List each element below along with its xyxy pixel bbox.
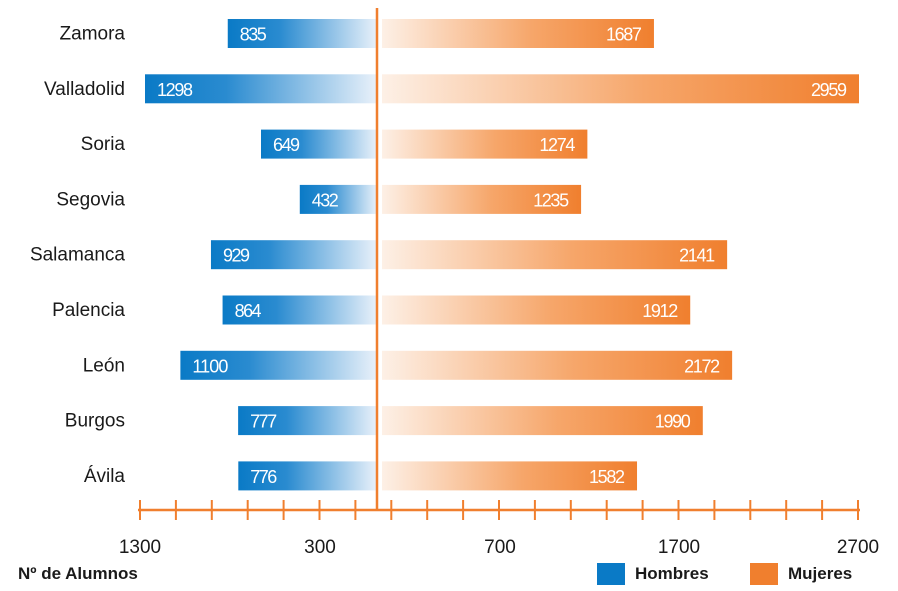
category-label-leon: León (83, 355, 125, 376)
data-label-hombres-avila: 776 (250, 467, 277, 487)
bar-hombres-segovia (299, 184, 377, 214)
category-label-avila: Ávila (84, 466, 126, 487)
category-label-burgos: Burgos (65, 411, 125, 432)
x-axis-title: Nº de Alumnos (18, 564, 138, 583)
legend-swatch-hombres (597, 563, 625, 585)
data-label-hombres-segovia: 432 (312, 190, 339, 210)
x-tick-label: 2700 (837, 537, 879, 558)
bar-hombres-soria (261, 129, 377, 159)
data-label-hombres-leon: 1100 (192, 356, 228, 376)
bar-hombres-palencia (222, 295, 377, 325)
legend-label-mujeres: Mujeres (788, 564, 853, 583)
data-label-mujeres-valladolid: 2959 (811, 80, 847, 100)
category-label-palencia: Palencia (52, 300, 125, 321)
data-label-mujeres-avila: 1582 (589, 467, 625, 487)
legend-swatch-mujeres (750, 563, 778, 585)
bar-mujeres-segovia (382, 184, 582, 214)
category-label-zamora: Zamora (60, 24, 126, 45)
data-label-mujeres-segovia: 1235 (533, 190, 569, 210)
legend-item-mujeres: Mujeres (750, 563, 852, 585)
category-label-soria: Soria (81, 134, 126, 155)
bar-mujeres-leon (382, 350, 733, 380)
bar-mujeres-salamanca (382, 240, 728, 270)
bar-mujeres-palencia (382, 295, 691, 325)
data-label-mujeres-burgos: 1990 (655, 412, 691, 432)
legend-label-hombres: Hombres (635, 564, 709, 583)
category-label-valladolid: Valladolid (44, 79, 125, 100)
bar-hombres-valladolid (145, 74, 377, 104)
bar-mujeres-avila (382, 461, 638, 491)
bar-hombres-leon (180, 350, 377, 380)
bar-hombres-avila (238, 461, 377, 491)
bar-mujeres-zamora (382, 19, 654, 48)
data-label-hombres-valladolid: 1298 (157, 80, 193, 100)
bar-mujeres-soria (382, 129, 588, 159)
data-label-mujeres-salamanca: 2141 (679, 246, 715, 266)
data-label-mujeres-palencia: 1912 (642, 301, 678, 321)
data-label-hombres-burgos: 777 (250, 412, 277, 432)
bar-hombres-salamanca (210, 240, 377, 270)
x-tick-label: 1300 (119, 537, 161, 558)
data-label-mujeres-leon: 2172 (684, 356, 720, 376)
legend-item-hombres: Hombres (597, 563, 709, 585)
bar-hombres-burgos (238, 406, 377, 436)
data-label-hombres-palencia: 864 (235, 301, 262, 321)
data-label-hombres-zamora: 835 (240, 25, 267, 45)
category-label-segovia: Segovia (56, 189, 125, 210)
chart: Zamora 835 1687 Valladolid 1298 2959 Soria 649 1… (30, 8, 879, 558)
bar-mujeres-burgos (382, 406, 703, 436)
x-tick-label: 700 (484, 537, 516, 558)
data-label-hombres-soria: 649 (273, 135, 300, 155)
category-label-salamanca: Salamanca (30, 245, 125, 266)
x-tick-label: 1700 (658, 537, 700, 558)
bar-mujeres-valladolid (382, 74, 859, 104)
data-label-mujeres-zamora: 1687 (606, 25, 642, 45)
data-label-mujeres-soria: 1274 (539, 135, 575, 155)
bar-hombres-zamora (227, 19, 377, 48)
data-label-hombres-salamanca: 929 (223, 246, 250, 266)
x-tick-label: 300 (304, 537, 336, 558)
